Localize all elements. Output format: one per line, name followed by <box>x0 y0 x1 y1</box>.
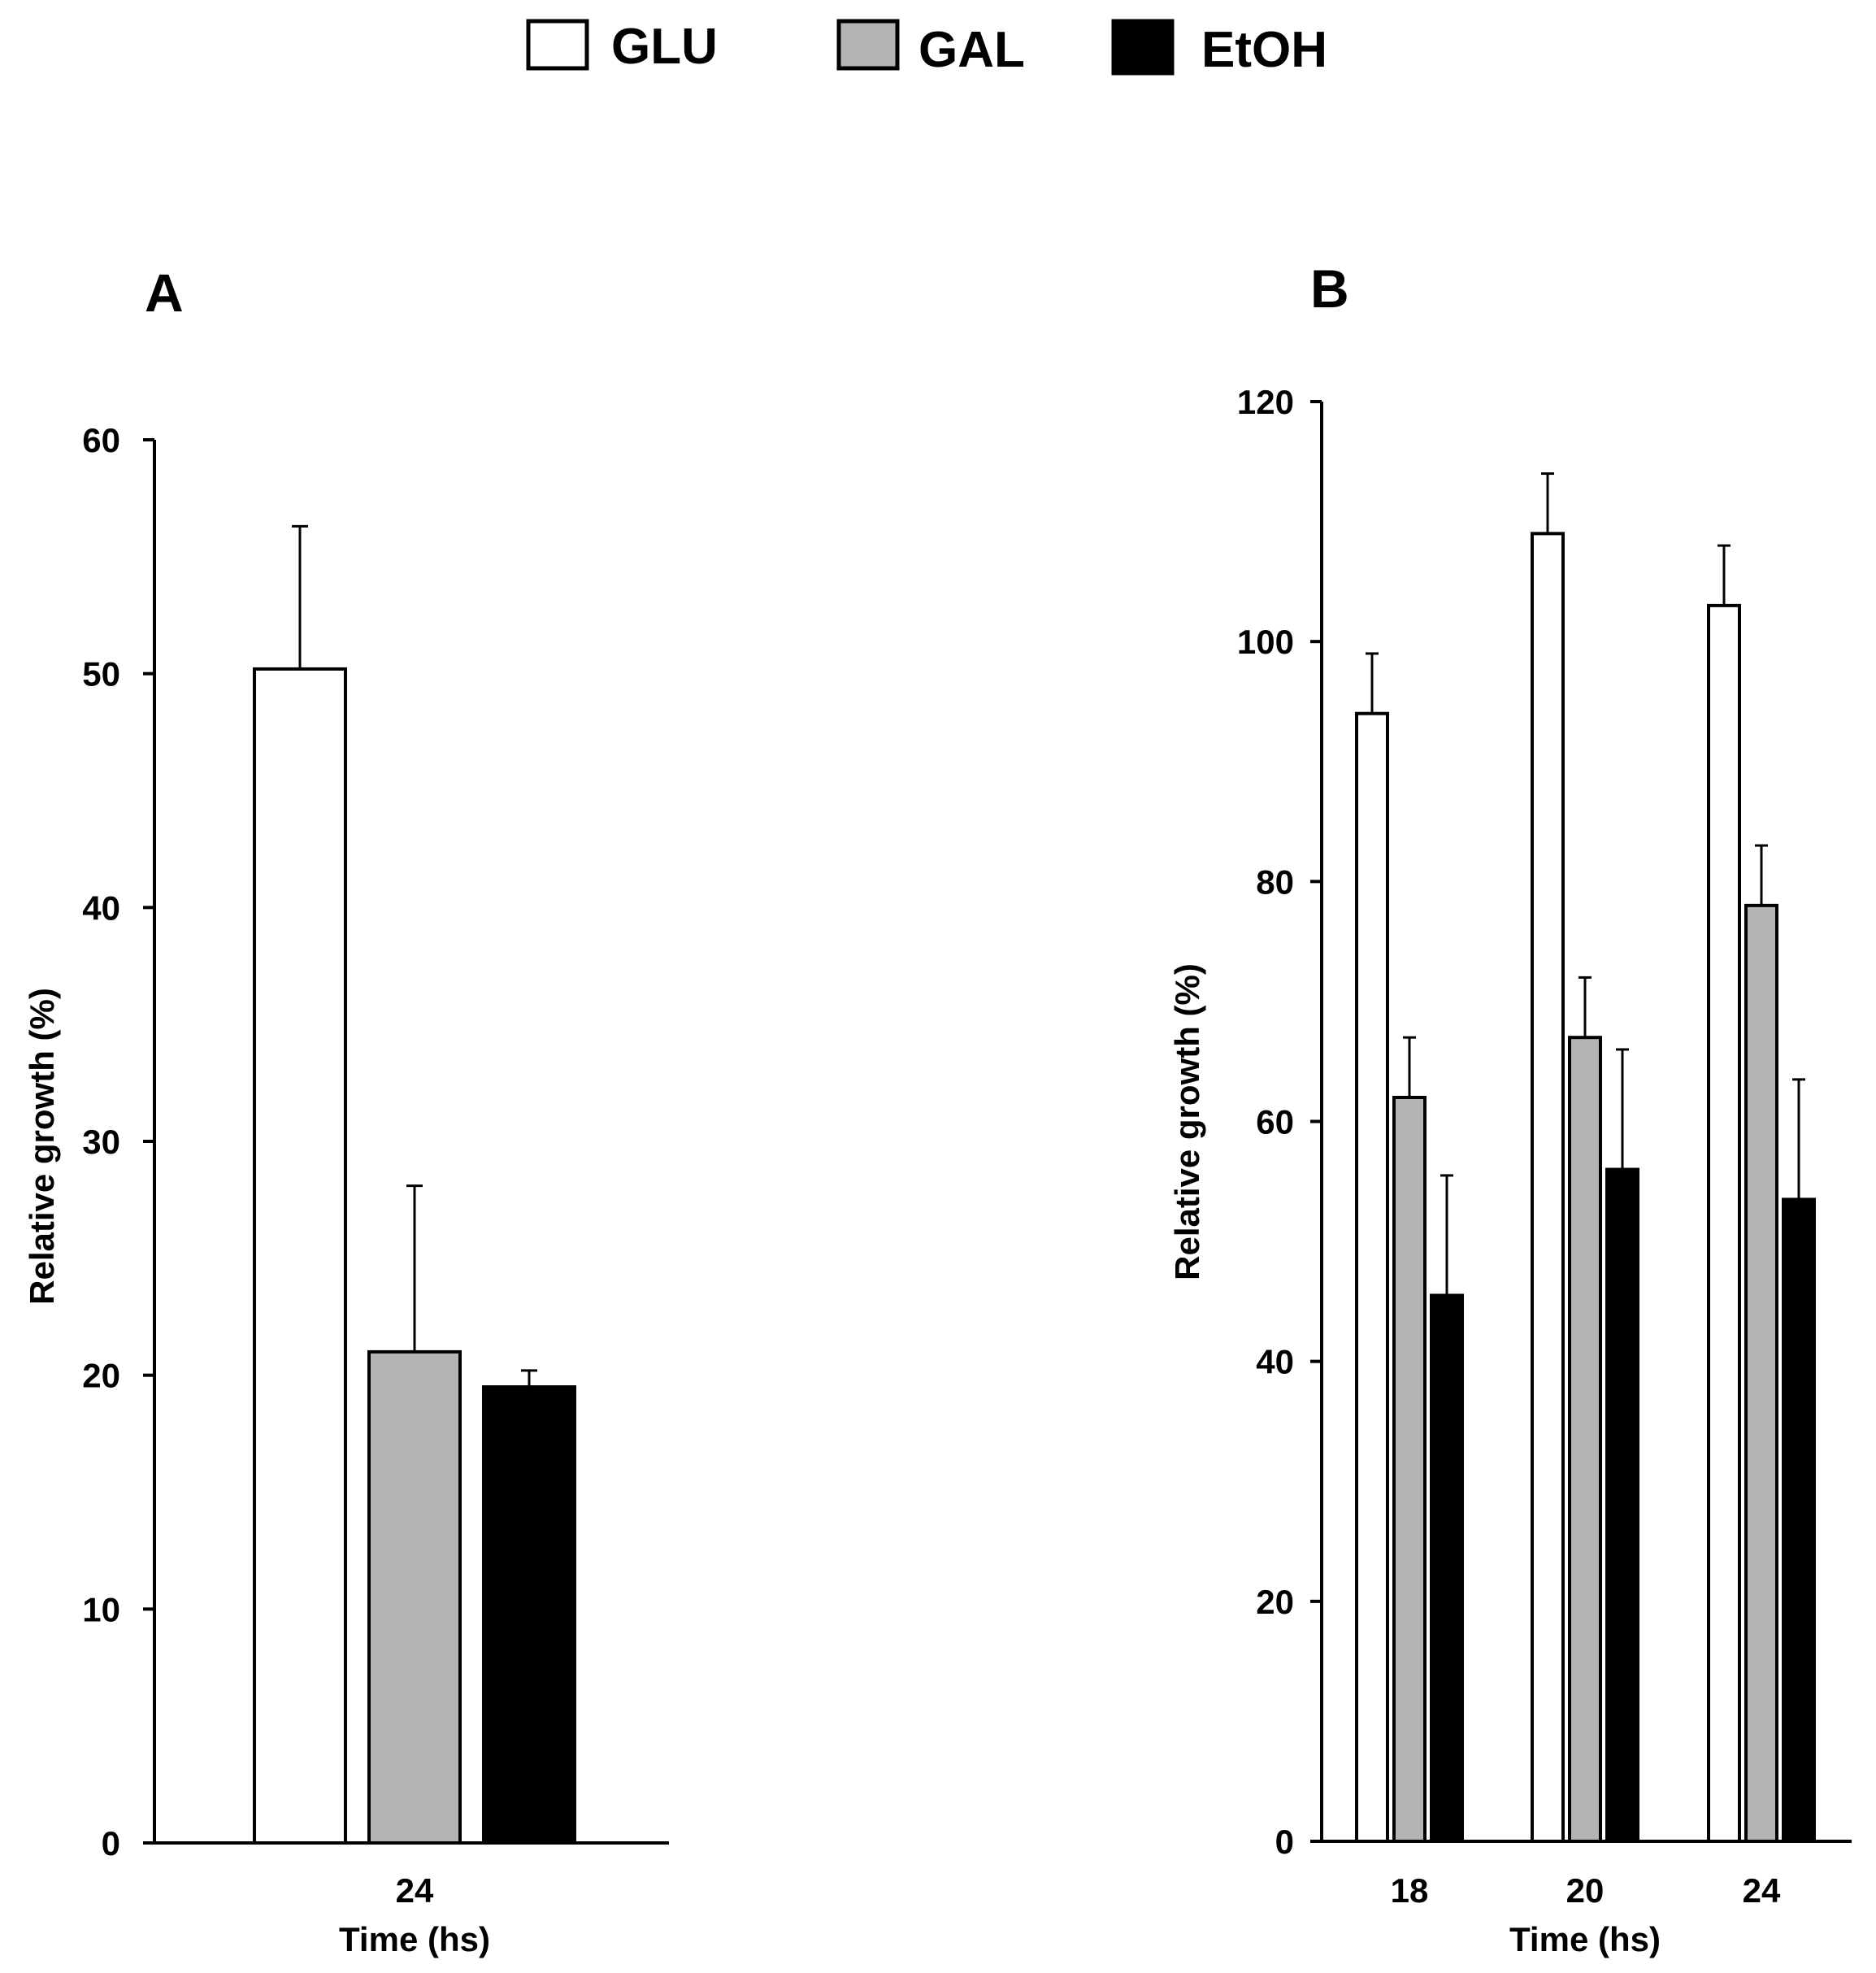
y-tick-label: 80 <box>1256 863 1294 901</box>
y-tick-label: 40 <box>82 889 120 927</box>
y-tick-label: 100 <box>1237 623 1294 661</box>
bar-glu <box>1355 711 1389 1843</box>
y-axis-title-b: Relative growth (%) <box>1168 963 1206 1280</box>
x-axis-title-a: Time (hs) <box>339 1920 490 1958</box>
y-tick-label: 30 <box>82 1123 120 1161</box>
x-axis-title-b: Time (hs) <box>1509 1920 1661 1958</box>
bar-gal <box>1392 1095 1427 1843</box>
y-tick-label: 50 <box>82 655 120 693</box>
bar-glu <box>1707 603 1741 1843</box>
x-tick-label: 18 <box>1391 1871 1429 1910</box>
y-tick-label: 120 <box>1237 383 1294 421</box>
bar-etoh <box>482 1385 576 1845</box>
y-tick-label: 0 <box>102 1824 120 1862</box>
legend-swatch-etoh <box>1111 19 1175 76</box>
panel-a-plot: 0 10 20 30 40 50 60 24 <box>82 421 576 1910</box>
y-tick-label: 60 <box>1256 1103 1294 1141</box>
x-tick-label: 20 <box>1566 1871 1605 1910</box>
y-tick-label: 0 <box>1275 1823 1294 1861</box>
bar-glu <box>1531 532 1565 1843</box>
legend-label-gal: GAL <box>918 22 1025 78</box>
legend-label-etoh: EtOH <box>1201 22 1327 78</box>
bar-etoh <box>1605 1167 1639 1843</box>
x-tick-label: 24 <box>396 1871 434 1910</box>
bar-gal <box>1744 903 1778 1843</box>
y-tick-label: 60 <box>82 421 120 459</box>
bar-gal <box>367 1349 462 1845</box>
panel-label-b: B <box>1310 259 1349 319</box>
panel-a: A Relative growth (%) Time (hs) 0 10 20 30 4… <box>23 263 669 1958</box>
panel-b: B Relative growth (%) Time (hs) 0 20 40 60 8… <box>1168 259 1852 1958</box>
y-tick-label: 20 <box>1256 1583 1294 1621</box>
bar-etoh <box>1782 1197 1816 1844</box>
legend-label-glu: GLU <box>611 19 718 75</box>
legend-swatch-gal <box>836 19 900 71</box>
bar-etoh <box>1430 1293 1464 1843</box>
y-tick-label: 10 <box>82 1590 120 1628</box>
panel-b-plot: 0 20 40 60 80 100 120 18 20 24 <box>1237 383 1816 1910</box>
bar-gal <box>1568 1036 1602 1843</box>
bar-glu <box>253 667 347 1845</box>
panel-label-a: A <box>145 263 184 323</box>
x-tick-label: 24 <box>1743 1871 1781 1910</box>
legend-swatch-glu <box>526 19 589 71</box>
legend: GLU GAL EtOH <box>526 19 1327 78</box>
y-tick-label: 40 <box>1256 1343 1294 1381</box>
y-axis-title-a: Relative growth (%) <box>23 988 61 1305</box>
y-tick-label: 20 <box>82 1357 120 1395</box>
